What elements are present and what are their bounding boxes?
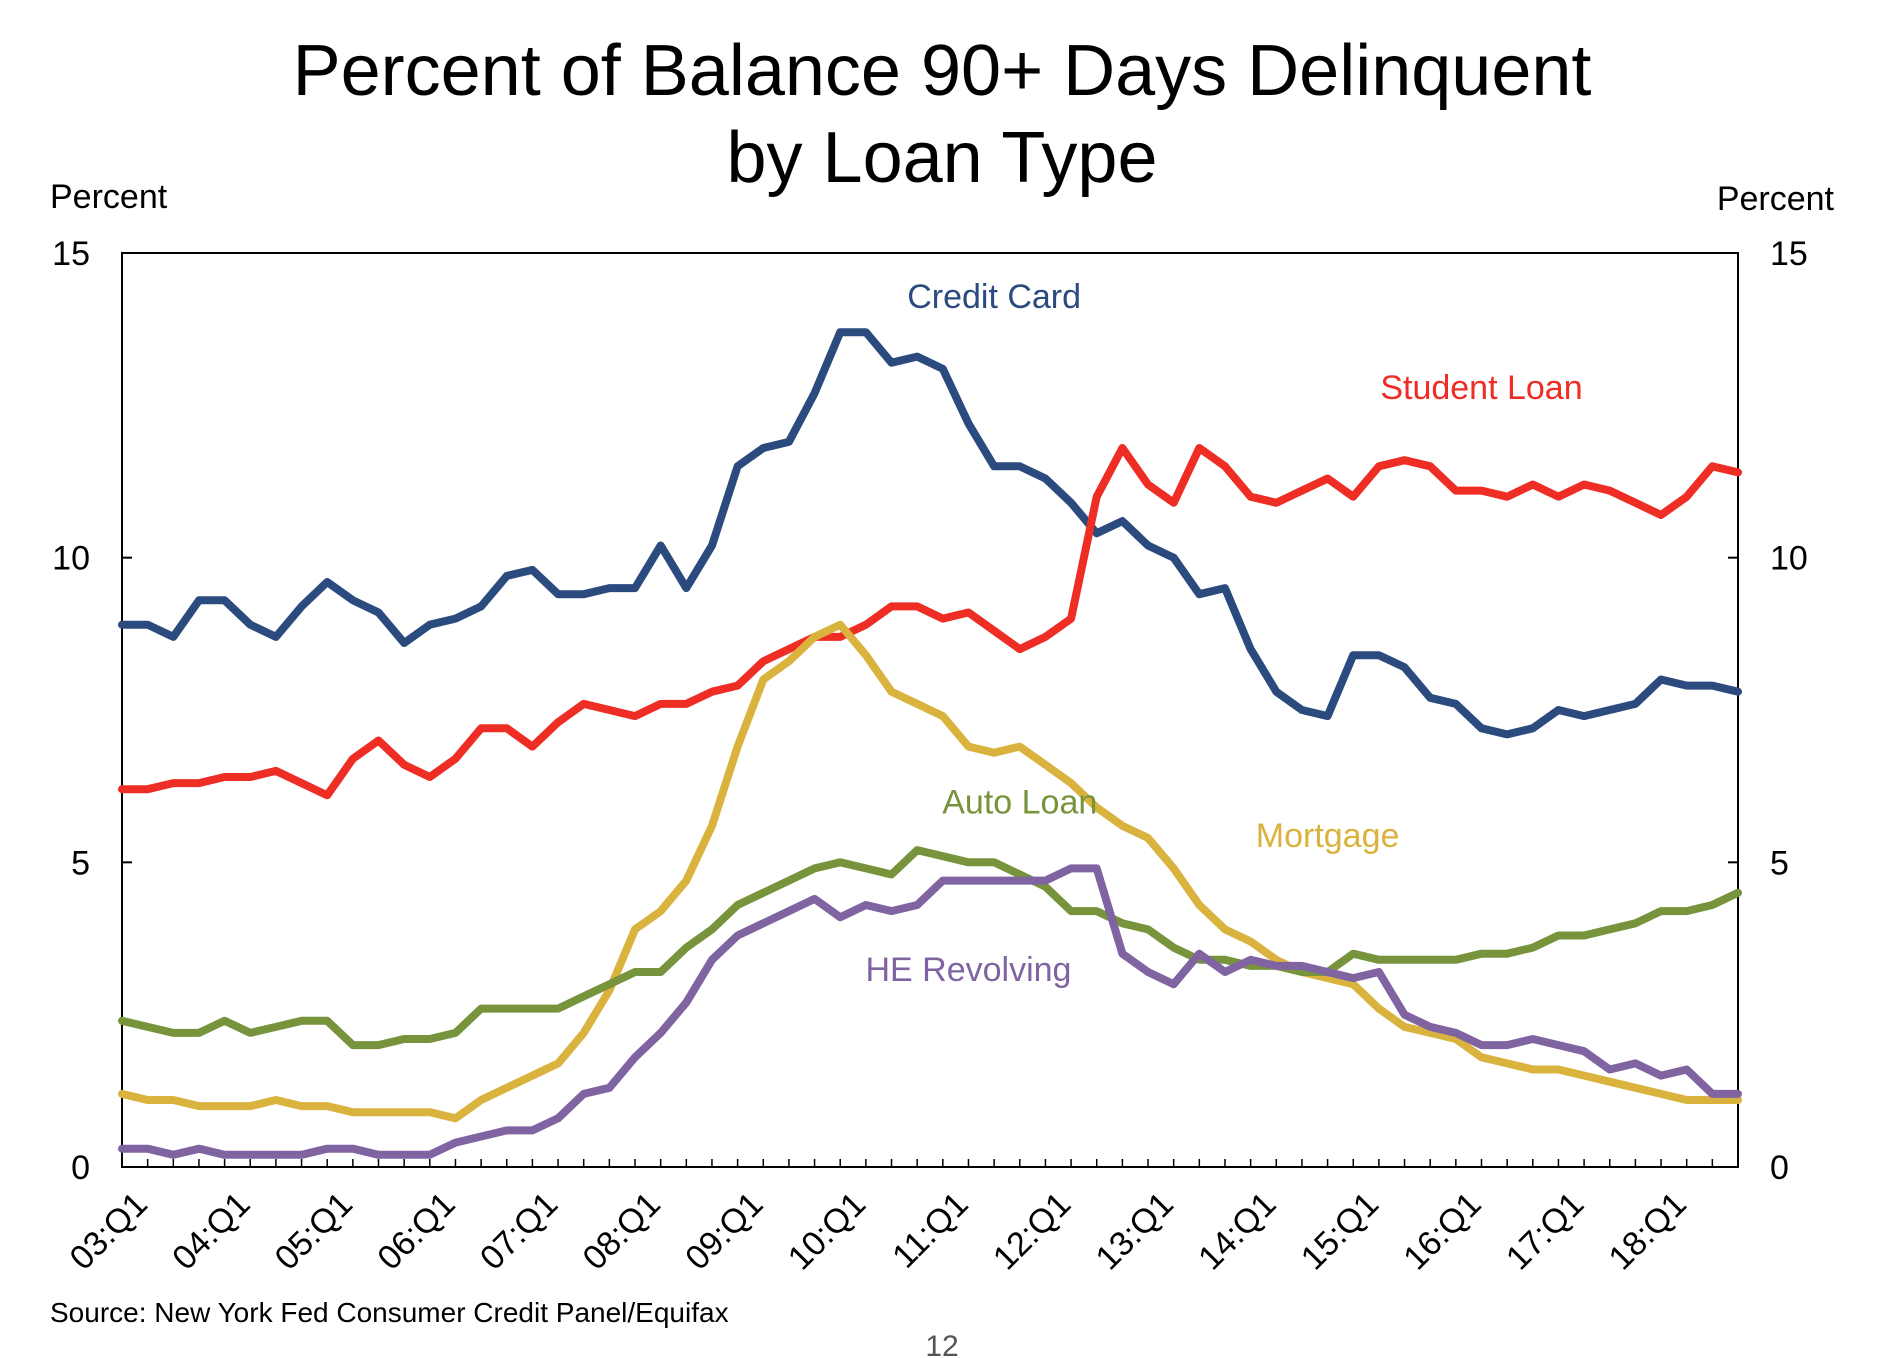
x-tick-label: 07:Q1 xyxy=(473,1185,565,1277)
x-tick-label: 06:Q1 xyxy=(370,1185,462,1277)
series-label-auto-loan: Auto Loan xyxy=(942,784,1097,822)
series-labels: Credit Card Student Loan Mortgage Auto Loan… xyxy=(865,278,1582,989)
x-tick-label: 16:Q1 xyxy=(1396,1185,1488,1277)
x-tick-label: 11:Q1 xyxy=(885,1185,976,1276)
x-tick-label: 08:Q1 xyxy=(576,1185,668,1277)
y-tick-label-left: 15 xyxy=(52,235,90,273)
page-number: 12 xyxy=(925,1330,958,1358)
x-tick-label: 13:Q1 xyxy=(1089,1185,1181,1277)
series-line-mortgage xyxy=(118,620,1742,1123)
y-tick-label-left: 0 xyxy=(71,1149,90,1187)
x-tick-label: 10:Q1 xyxy=(781,1185,873,1277)
x-tick-label: 17:Q1 xyxy=(1499,1185,1591,1277)
y-axis-ticks: 0 0 5 5 10 10 15 15 xyxy=(52,235,1808,1187)
chart-title-line-2: by Loan Type xyxy=(726,118,1157,198)
x-tick-label: 12:Q1 xyxy=(986,1185,1078,1277)
y-tick-label-right: 15 xyxy=(1770,235,1808,273)
source-note: Source: New York Fed Consumer Credit Pan… xyxy=(50,1297,729,1328)
y-tick-label-right: 5 xyxy=(1770,844,1789,882)
y-axis-label-right: Percent xyxy=(1717,180,1835,218)
series-label-mortgage: Mortgage xyxy=(1256,817,1400,855)
series-lines xyxy=(118,328,1742,1159)
series-line-he-revolving xyxy=(118,864,1742,1159)
chart-title-line-1: Percent of Balance 90+ Days Delinquent xyxy=(293,31,1592,111)
y-tick-label-left: 5 xyxy=(71,844,90,882)
x-tick-label: 18:Q1 xyxy=(1602,1185,1694,1277)
series-line-credit-card xyxy=(118,328,1742,739)
series-label-he-revolving: HE Revolving xyxy=(865,951,1071,989)
series-line-auto-loan xyxy=(118,846,1742,1050)
y-tick-label-right: 10 xyxy=(1770,540,1808,578)
plot-border xyxy=(121,252,1739,1168)
series-line-student-loan xyxy=(118,444,1742,800)
y-tick-label-right: 0 xyxy=(1770,1149,1789,1187)
x-tick-label: 09:Q1 xyxy=(678,1185,770,1277)
y-tick-label-left: 10 xyxy=(52,540,90,578)
x-tick-label: 03:Q1 xyxy=(63,1185,155,1277)
plot-frame xyxy=(121,252,1739,1168)
series-label-credit-card: Credit Card xyxy=(907,278,1081,316)
x-tick-label: 14:Q1 xyxy=(1191,1185,1283,1277)
y-axis-label-left: Percent xyxy=(50,178,168,216)
x-tick-label: 15:Q1 xyxy=(1294,1185,1386,1277)
series-label-student-loan: Student Loan xyxy=(1380,369,1582,407)
x-tick-label: 05:Q1 xyxy=(268,1185,360,1277)
x-axis-ticks: 03:Q1 04:Q1 05:Q1 06:Q1 07:Q1 08:Q1 09:Q1 10:Q1… xyxy=(63,1159,1739,1277)
x-tick-label: 04:Q1 xyxy=(165,1185,257,1277)
